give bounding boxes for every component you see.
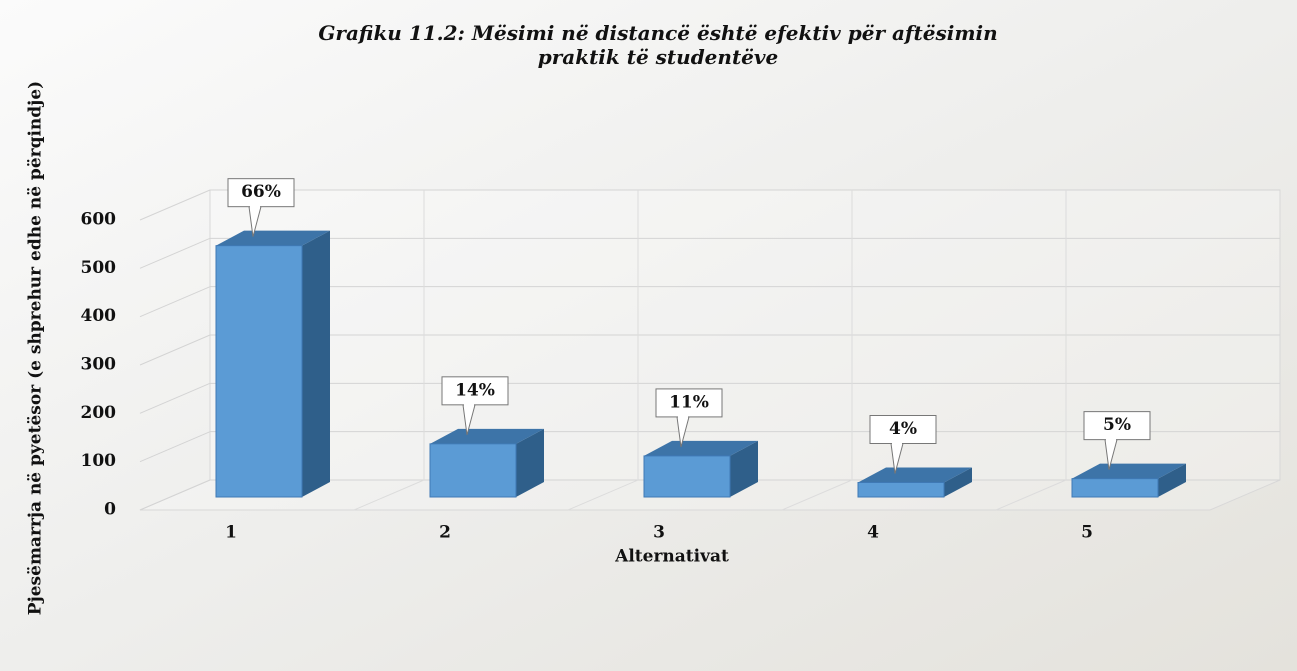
bar-top bbox=[1072, 463, 1186, 479]
chart-title: Grafiku 11.2: Mësimi në distancë është e… bbox=[318, 21, 997, 69]
bar-top bbox=[858, 467, 972, 483]
callout-gap bbox=[250, 204, 260, 209]
value-label: 5% bbox=[1103, 415, 1131, 435]
grid-line bbox=[139, 382, 211, 414]
callout-gap bbox=[464, 402, 474, 407]
callout-gap bbox=[678, 414, 688, 419]
y-axis-label: Pjesëmarrja në pyetësor (e shprehur edhe… bbox=[26, 81, 46, 615]
bar bbox=[429, 443, 517, 498]
x-tick-label: 2 bbox=[439, 523, 451, 543]
y-tick-label: 500 bbox=[81, 258, 117, 278]
category-divider bbox=[995, 479, 1067, 511]
grid-line bbox=[139, 479, 211, 511]
y-tick-label: 100 bbox=[81, 451, 117, 471]
y-tick-label: 200 bbox=[81, 403, 117, 423]
grid-line bbox=[139, 334, 211, 366]
x-tick-label: 4 bbox=[867, 523, 879, 543]
grid-line bbox=[139, 431, 211, 463]
grid-line bbox=[139, 286, 211, 318]
y-tick-label: 300 bbox=[81, 355, 117, 375]
bar-side bbox=[1158, 463, 1186, 497]
bar bbox=[1071, 478, 1159, 498]
x-tick-label: 5 bbox=[1081, 523, 1093, 543]
y-tick-label: 0 bbox=[104, 500, 116, 520]
category-divider bbox=[353, 479, 425, 511]
bar bbox=[643, 455, 731, 498]
y-tick-label: 600 bbox=[81, 210, 117, 230]
value-label: 66% bbox=[241, 182, 281, 202]
bar bbox=[215, 245, 303, 498]
callout-box bbox=[869, 415, 937, 444]
category-divider bbox=[567, 479, 639, 511]
callout-box bbox=[1083, 411, 1151, 441]
bar-side bbox=[516, 428, 544, 497]
value-label: 4% bbox=[889, 419, 917, 439]
grid-line bbox=[139, 237, 211, 269]
bar-side bbox=[730, 440, 758, 497]
bar-side bbox=[944, 467, 972, 497]
value-label: 14% bbox=[455, 380, 495, 400]
bar-top bbox=[644, 440, 758, 456]
bar-top bbox=[216, 230, 330, 246]
callout-box bbox=[655, 388, 723, 418]
callout-box bbox=[441, 376, 509, 406]
plot: 0 100 200 300 400 500 600 66% 1 14% 2 11% 3 4% 4 5% 5 bbox=[81, 178, 1281, 543]
callout-gap bbox=[892, 441, 902, 446]
x-tick-label: 1 bbox=[225, 523, 237, 543]
callout-gap bbox=[1106, 437, 1116, 442]
bar-side bbox=[302, 230, 330, 497]
x-tick-label: 3 bbox=[653, 523, 665, 543]
y-tick-label: 400 bbox=[81, 306, 117, 326]
bar-top bbox=[430, 428, 544, 444]
x-axis-label: Alternativat bbox=[614, 547, 729, 567]
grid-line bbox=[139, 189, 211, 221]
bar bbox=[857, 482, 945, 498]
category-divider bbox=[781, 479, 853, 511]
callout-box bbox=[227, 178, 295, 208]
value-label: 11% bbox=[669, 392, 709, 412]
